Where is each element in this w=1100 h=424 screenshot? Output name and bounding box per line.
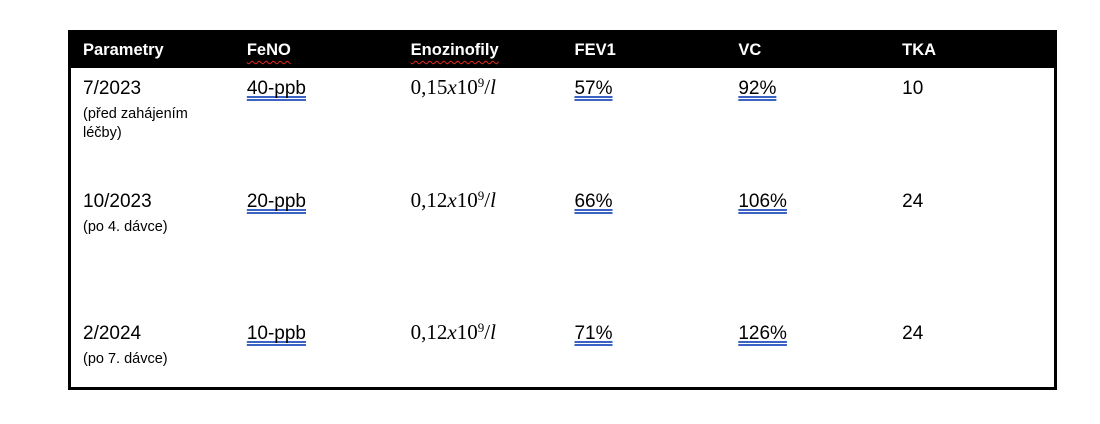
period-cell: 7/2023 (před zahájením léčby) xyxy=(71,68,235,181)
fev1-cell: 71% xyxy=(562,313,726,390)
period-label: 10/2023 xyxy=(83,191,152,212)
fev1-value: 66% xyxy=(574,191,613,212)
period-label: 2/2024 xyxy=(83,323,142,344)
eosinophils-value: 0,12x109/l xyxy=(410,320,496,344)
fev1-value: 57% xyxy=(574,78,613,99)
header-cell-enozinofily: Enozinofily xyxy=(399,41,563,60)
vc-cell: 106% xyxy=(726,181,890,313)
table-row: 7/2023 (před zahájením léčby) 40-ppb 0,1… xyxy=(71,68,1054,181)
fev1-value: 71% xyxy=(574,323,613,344)
eosinophils-cell: 0,12x109/l xyxy=(399,181,563,313)
header-cell-parametry: Parametry xyxy=(83,41,164,59)
eosinophils-value: 0,15x109/l xyxy=(410,75,496,99)
feno-cell: 10-ppb xyxy=(235,313,399,390)
table-header-row: Parametry FeNO Enozinofily FEV1 VC TKA xyxy=(71,33,1054,68)
fev1-cell: 57% xyxy=(562,68,726,181)
period-cell: 10/2023 (po 4. dávce) xyxy=(71,181,235,313)
period-cell: 2/2024 (po 7. dávce) xyxy=(71,313,235,390)
vc-value: 126% xyxy=(738,323,787,344)
spellcheck-flagged-word: FeNO xyxy=(246,41,291,59)
header-cell-fev1: FEV1 xyxy=(574,41,616,59)
table-row: 2/2024 (po 7. dávce) 10-ppb 0,12x109/l 7… xyxy=(71,313,1054,390)
vc-value: 92% xyxy=(738,78,777,99)
vc-cell: 92% xyxy=(726,68,890,181)
feno-cell: 40-ppb xyxy=(235,68,399,181)
tka-cell: 10 xyxy=(890,68,1054,181)
tka-cell: 24 xyxy=(890,181,1054,313)
eosinophils-cell: 0,15x109/l xyxy=(399,68,563,181)
period-note: (po 7. dávce) xyxy=(83,350,168,367)
feno-value: 20-ppb xyxy=(246,191,306,212)
tka-cell: 24 xyxy=(890,313,1054,390)
tka-value: 24 xyxy=(902,191,924,212)
parameters-table: Parametry FeNO Enozinofily FEV1 VC TKA 7… xyxy=(68,30,1057,390)
feno-value: 10-ppb xyxy=(246,323,306,344)
period-label: 7/2023 xyxy=(83,78,142,99)
table-row: 10/2023 (po 4. dávce) 20-ppb 0,12x109/l … xyxy=(71,181,1054,313)
fev1-cell: 66% xyxy=(562,181,726,313)
header-cell-tka: TKA xyxy=(902,41,937,59)
vc-value: 106% xyxy=(738,191,787,212)
eosinophils-cell: 0,12x109/l xyxy=(399,313,563,390)
tka-value: 24 xyxy=(902,323,924,344)
feno-value: 40-ppb xyxy=(246,78,306,99)
period-note: (před zahájením léčby) xyxy=(83,105,188,141)
spellcheck-flagged-word: Enozinofily xyxy=(410,41,499,59)
feno-cell: 20-ppb xyxy=(235,181,399,313)
vc-cell: 126% xyxy=(726,313,890,390)
eosinophils-value: 0,12x109/l xyxy=(410,188,496,212)
header-cell-vc: VC xyxy=(738,41,762,59)
header-cell-feno: FeNO xyxy=(235,41,399,60)
period-note: (po 4. dávce) xyxy=(83,218,168,235)
tka-value: 10 xyxy=(902,78,924,99)
